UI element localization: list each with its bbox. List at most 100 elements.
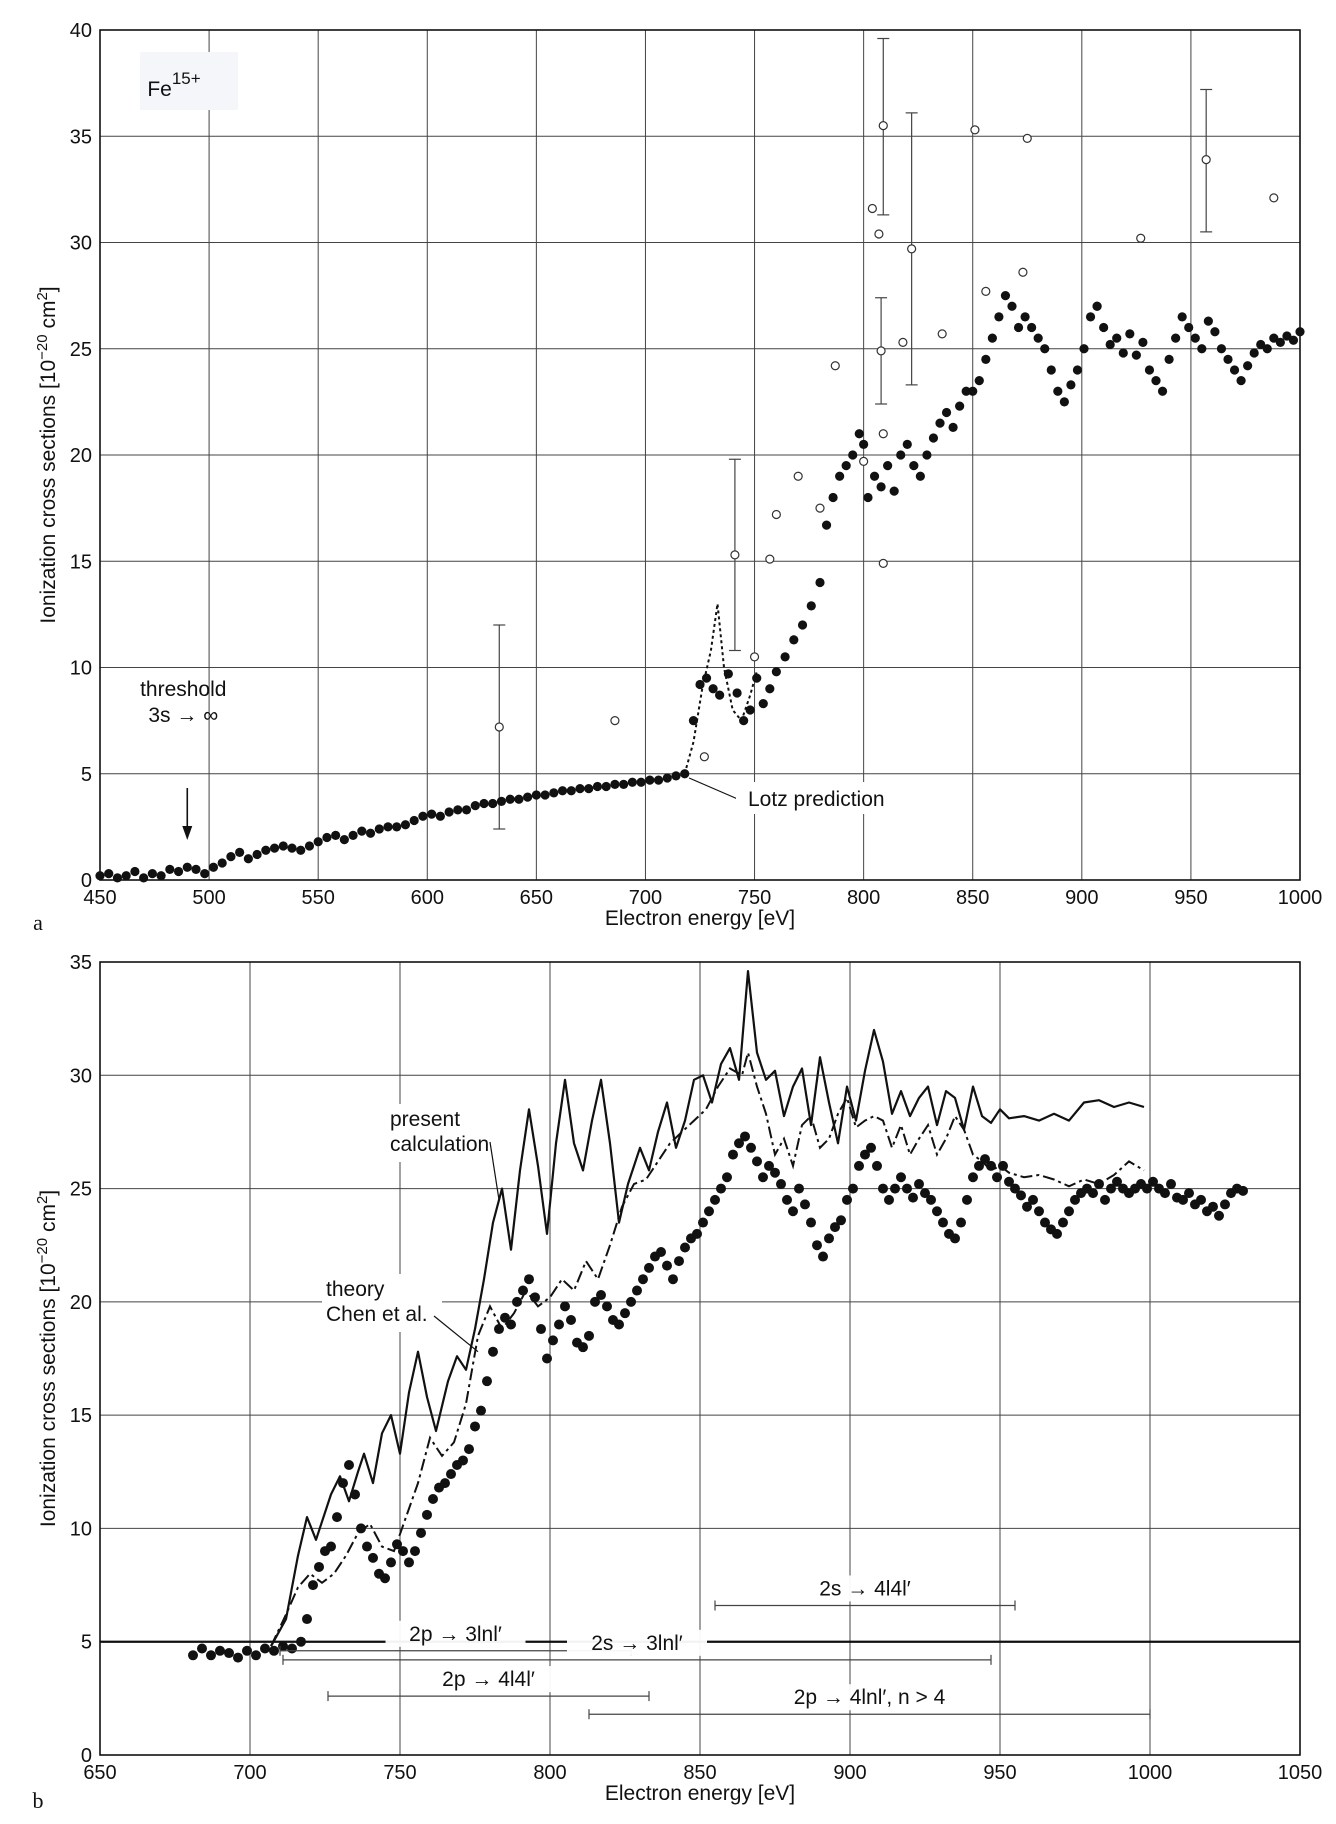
filled-data-point xyxy=(1022,1201,1032,1212)
filled-data-point xyxy=(638,1274,648,1285)
filled-data-point xyxy=(482,1376,492,1387)
range-label-background xyxy=(567,1629,707,1656)
filled-data-point xyxy=(224,1648,234,1659)
open-circle-point xyxy=(970,125,980,135)
open-circle-point xyxy=(815,503,825,513)
filled-data-point xyxy=(734,1138,744,1149)
filled-data-point xyxy=(1058,1217,1068,1228)
filled-data-point xyxy=(908,1192,918,1203)
filled-data-point xyxy=(1092,301,1102,311)
range-label-background xyxy=(418,1666,559,1693)
filled-data-point xyxy=(226,852,236,862)
y-tick-label: 0 xyxy=(81,1745,92,1767)
y-tick-label: 30 xyxy=(70,233,92,255)
open-circle-point xyxy=(981,286,991,296)
filled-data-point xyxy=(935,418,945,428)
filled-data-point xyxy=(208,862,219,872)
filled-data-point xyxy=(914,1179,924,1190)
filled-data-point xyxy=(739,716,749,726)
filled-data-point xyxy=(1059,397,1069,407)
range-label-background xyxy=(385,1620,526,1647)
x-tick-label: 950 xyxy=(1174,887,1207,909)
filled-data-point xyxy=(1178,1194,1188,1205)
filled-data-point xyxy=(1028,1194,1038,1205)
filled-data-point xyxy=(104,869,114,879)
filled-data-point xyxy=(723,669,733,679)
y-tick-label: 35 xyxy=(70,126,92,148)
filled-data-point xyxy=(1151,376,1161,386)
filled-data-point xyxy=(704,1206,714,1217)
filled-data-point xyxy=(1010,1183,1020,1194)
filled-data-point xyxy=(789,635,799,645)
y-axis-label: Ionization cross sections [10−20 cm2] xyxy=(34,1190,60,1527)
filled-data-point xyxy=(191,864,201,874)
x-tick-label: 800 xyxy=(533,1762,566,1784)
filled-data-point xyxy=(962,1194,972,1205)
open-circle-point xyxy=(494,722,504,732)
filled-data-point xyxy=(1013,322,1024,333)
threshold-label-transition: 3s → ∞ xyxy=(148,704,218,727)
filled-data-point xyxy=(854,429,864,439)
filled-data-point xyxy=(602,1301,612,1312)
filled-data-point xyxy=(938,1217,948,1228)
filled-data-point xyxy=(1184,1188,1194,1199)
filled-data-point xyxy=(596,1290,606,1301)
filled-data-point xyxy=(1004,1176,1014,1187)
filled-data-point xyxy=(920,1188,930,1199)
filled-data-point xyxy=(1223,354,1233,364)
filled-data-point xyxy=(928,433,939,443)
filled-data-point xyxy=(1171,333,1181,343)
x-tick-label: 850 xyxy=(956,887,989,909)
filled-data-point xyxy=(955,401,965,411)
y-tick-label: 10 xyxy=(70,1518,92,1540)
filled-data-point xyxy=(859,439,869,449)
filled-data-point xyxy=(557,786,568,796)
filled-data-point xyxy=(1288,335,1299,345)
filled-data-point xyxy=(869,471,880,481)
filled-data-point xyxy=(416,1527,426,1538)
range-label: 2s → 3lnl′ xyxy=(591,1632,683,1655)
panel-letter-b: b xyxy=(33,1788,44,1813)
filled-data-point xyxy=(806,601,816,611)
filled-data-point xyxy=(752,1156,762,1167)
filled-data-point xyxy=(1220,1199,1230,1210)
filled-data-point xyxy=(380,1573,390,1584)
present-leader-line xyxy=(489,1141,500,1200)
filled-data-point xyxy=(206,1650,216,1661)
filled-data-point xyxy=(1249,348,1259,358)
filled-data-point xyxy=(1269,333,1279,343)
filled-data-point xyxy=(601,781,611,792)
filled-data-point xyxy=(956,1217,966,1228)
filled-data-point xyxy=(215,1645,225,1656)
filled-data-point xyxy=(1295,327,1305,337)
filled-data-point xyxy=(566,1314,576,1325)
filled-data-point xyxy=(688,716,699,726)
filled-data-point xyxy=(794,1183,804,1194)
filled-data-point xyxy=(992,1172,1002,1183)
filled-data-point xyxy=(488,798,498,809)
filled-data-point xyxy=(584,1330,594,1341)
filled-data-point xyxy=(1164,354,1174,364)
filled-data-point xyxy=(627,777,637,787)
filled-data-point xyxy=(1210,327,1220,337)
filled-data-point xyxy=(1148,1176,1158,1187)
filled-data-point xyxy=(626,1296,636,1307)
filled-data-point xyxy=(1243,361,1253,371)
filled-data-point xyxy=(1007,301,1017,311)
filled-data-point xyxy=(188,1650,198,1661)
filled-data-point xyxy=(592,781,603,792)
filled-data-point xyxy=(715,690,725,700)
filled-data-point xyxy=(1144,365,1155,375)
open-circle-point xyxy=(898,337,908,347)
filled-data-point xyxy=(701,673,712,683)
filled-data-point xyxy=(710,1194,720,1205)
x-tick-label: 1000 xyxy=(1278,887,1323,909)
filled-data-point xyxy=(1229,365,1240,375)
filled-data-point xyxy=(548,1335,558,1346)
filled-data-point xyxy=(1085,312,1096,322)
lotz-leader-line xyxy=(688,777,741,801)
filled-data-point xyxy=(233,1652,243,1663)
filled-data-point xyxy=(1052,1228,1062,1239)
filled-data-point xyxy=(1040,344,1050,354)
filled-data-point xyxy=(383,822,393,832)
